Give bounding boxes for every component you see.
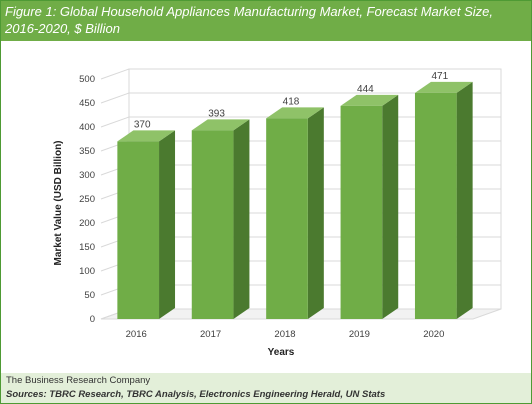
x-tick-label: 2020 — [423, 329, 444, 340]
y-tick-label: 50 — [84, 290, 95, 301]
bar — [266, 118, 308, 319]
bar-layer — [117, 81, 473, 319]
bar — [117, 141, 160, 319]
axis-layer: 0 50 100 150 200 250 300 350 400 450 500 2016 2017 20… — [79, 74, 444, 340]
bar-top — [414, 81, 473, 93]
y-axis-title: Market Value (USD Billion) — [53, 140, 64, 265]
bar-side — [307, 107, 324, 319]
y-tick-label: 200 — [79, 218, 95, 229]
bar — [191, 130, 234, 319]
chart-area: 0 50 100 150 200 250 300 350 400 450 500 2016 2017 20… — [1, 41, 531, 373]
bar-top — [266, 107, 324, 119]
y-tick-label: 0 — [90, 314, 95, 325]
y-tick-label: 350 — [79, 146, 95, 157]
x-tick-label: 2018 — [274, 329, 295, 340]
bar-top — [191, 119, 250, 131]
x-tick-label: 2016 — [126, 329, 147, 340]
bar-chart: 0 50 100 150 200 250 300 350 400 450 500 2016 2017 20… — [53, 68, 502, 358]
gridline — [100, 92, 501, 104]
footer-company: The Business Research Company — [6, 375, 151, 386]
bar-side — [456, 81, 473, 319]
title-band: Figure 1: Global Household Appliances Ma… — [1, 1, 531, 41]
y-tick-label: 250 — [79, 194, 95, 205]
x-tick-label: 2017 — [200, 329, 221, 340]
bar-top — [340, 94, 399, 106]
data-label: 370 — [134, 119, 151, 130]
y-tick-label: 150 — [79, 242, 95, 253]
data-label: 471 — [431, 71, 448, 82]
data-label: 393 — [208, 108, 225, 119]
footer-band: The Business Research Company Sources: T… — [1, 373, 531, 403]
footer-sources: Sources: TBRC Research, TBRC Analysis, E… — [6, 389, 386, 400]
y-tick-label: 450 — [79, 98, 95, 109]
y-tick-label: 300 — [79, 170, 95, 181]
bar — [414, 92, 457, 319]
data-label: 444 — [357, 84, 374, 95]
bar-top — [117, 130, 176, 142]
figure-title: Figure 1: Global Household Appliances Ma… — [5, 4, 493, 36]
y-tick-label: 400 — [79, 122, 95, 133]
bar-side — [382, 94, 399, 319]
y-tick-label: 500 — [79, 74, 95, 85]
data-label: 418 — [283, 96, 300, 107]
x-axis-title: Years — [268, 347, 295, 358]
x-tick-label: 2019 — [349, 329, 370, 340]
bar-side — [233, 119, 250, 319]
label-layer: 370 393 418 444 471 — [134, 71, 449, 130]
gridline — [100, 68, 501, 80]
bar — [340, 105, 383, 319]
y-tick-label: 100 — [79, 266, 95, 277]
bar-side — [159, 130, 176, 319]
